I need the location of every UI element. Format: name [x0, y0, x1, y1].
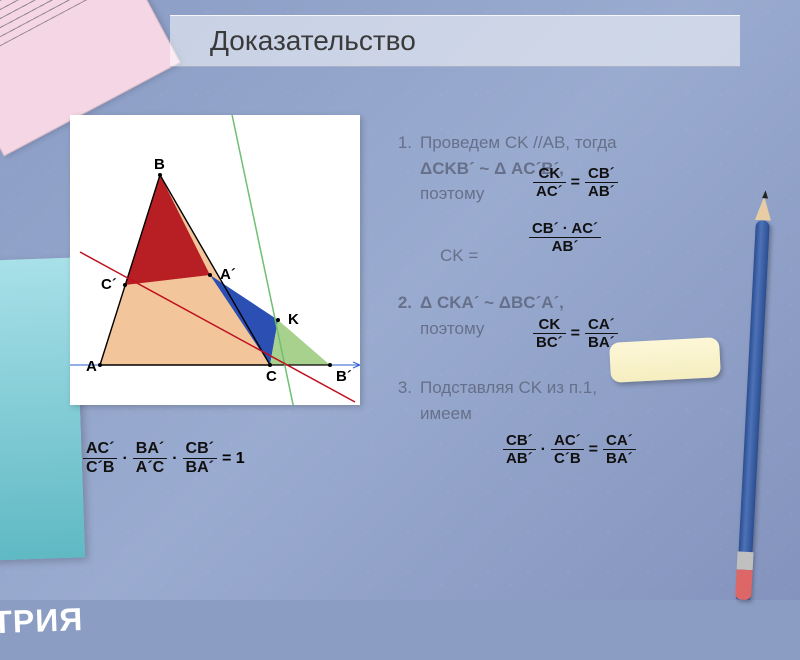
svg-text:C: C — [266, 368, 277, 385]
svg-text:A: A — [86, 358, 97, 375]
eq-ck-value: CB´ · AC´AB´ — [505, 220, 625, 255]
svg-text:K: K — [288, 311, 299, 328]
geometry-svg: A B C A´ B´ C´ K — [70, 115, 360, 405]
eq-step1: CKAC´ = CB´AB´ — [530, 165, 621, 200]
final-equation: AC´C´B · BA´A´C · CB´BA´ = 1 — [80, 440, 245, 477]
eq-step3: CB´AB´ · AC´C´B = CA´BA´ — [500, 432, 639, 467]
svg-text:B´: B´ — [336, 368, 352, 385]
svg-text:C´: C´ — [101, 276, 117, 293]
proof-step-3: 3.Подставляя CK из п.1,имеем — [390, 375, 750, 426]
geometry-diagram: A B C A´ B´ C´ K — [70, 115, 360, 405]
title-text: Доказательство — [210, 25, 416, 57]
notepad-text: ЕТРИЯ — [0, 601, 84, 642]
svg-text:B: B — [154, 156, 165, 173]
slide-title: Доказательство — [170, 15, 740, 67]
svg-text:A´: A´ — [220, 266, 236, 283]
eq-step2: CKBC´ = CA´BA´ — [530, 316, 621, 351]
